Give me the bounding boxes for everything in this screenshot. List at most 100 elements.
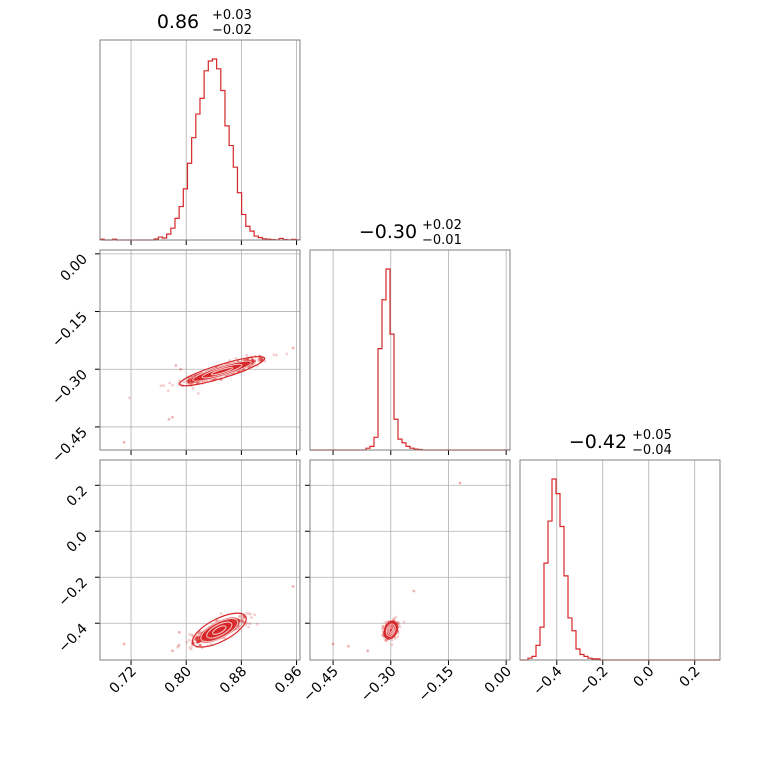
outlier-point <box>412 589 416 593</box>
panel-background <box>310 460 510 660</box>
y-tick-label: −0.30 <box>49 367 91 409</box>
sample-point <box>171 383 174 387</box>
density-core <box>199 617 240 643</box>
sample-point <box>178 379 181 383</box>
sample-point <box>195 637 199 641</box>
sample-point <box>396 631 400 635</box>
title-minus-error: −0.02 <box>212 23 252 38</box>
density-core <box>190 360 255 383</box>
panel-background <box>100 250 300 450</box>
sample-point <box>244 611 248 615</box>
density-contour <box>387 625 395 635</box>
density-contour <box>385 623 396 637</box>
sample-point <box>392 617 396 620</box>
y-tick-label: 0.0 <box>64 529 91 556</box>
sample-point <box>185 640 189 644</box>
density-contour <box>191 612 247 648</box>
sample-point <box>382 624 386 628</box>
histogram-panel-1 <box>309 249 511 455</box>
sample-point <box>240 619 245 623</box>
panel-frame <box>99 39 301 241</box>
title-minus-error: −0.01 <box>422 233 462 248</box>
density-contour <box>178 355 266 387</box>
sample-point <box>234 356 238 360</box>
sample-point <box>238 614 242 618</box>
sample-point <box>236 627 240 631</box>
title-plus-error: +0.03 <box>212 8 252 23</box>
sample-point <box>390 638 394 642</box>
sample-point <box>259 357 263 362</box>
sample-point <box>240 616 244 620</box>
density-contour <box>210 367 234 376</box>
sample-point <box>197 631 201 634</box>
sample-point <box>219 612 223 615</box>
sample-point <box>189 647 193 651</box>
sample-point <box>394 615 398 619</box>
sample-point <box>247 625 251 629</box>
sample-point <box>245 621 249 625</box>
sample-point <box>392 618 395 621</box>
y-tick-label: −0.15 <box>49 309 91 351</box>
panel-frame <box>309 249 511 451</box>
panel-frame <box>309 459 511 661</box>
sample-point <box>396 620 400 624</box>
sample-point <box>255 622 259 626</box>
param-title-2: −0.42 +0.05−0.04 <box>569 428 672 458</box>
outlier-point <box>291 346 295 350</box>
sample-point <box>190 633 194 637</box>
sample-point <box>402 620 406 624</box>
sample-point <box>383 638 387 642</box>
panel-frame <box>519 459 721 661</box>
y-tick-label: 0.2 <box>64 483 91 510</box>
density-contour <box>206 621 233 639</box>
sample-point <box>253 613 257 617</box>
outlier-point <box>366 649 370 653</box>
y-tick-label: −0.4 <box>55 621 90 656</box>
sample-point <box>275 353 278 357</box>
outlier-point <box>171 415 174 419</box>
sample-point <box>381 624 385 628</box>
sample-point <box>272 353 276 357</box>
sample-point <box>390 643 394 646</box>
density-contour <box>201 363 243 379</box>
sample-point <box>384 639 388 643</box>
panel-background <box>100 40 300 240</box>
sample-point <box>188 381 192 385</box>
outlier-point <box>167 417 171 421</box>
sample-point <box>162 384 165 387</box>
outlier-point <box>179 367 183 371</box>
x-tick-label: −0.2 <box>576 664 611 699</box>
outlier-point <box>171 649 174 653</box>
sample-point <box>190 634 194 638</box>
density-contour <box>200 617 239 643</box>
sample-point <box>381 626 385 630</box>
sample-point <box>182 380 186 383</box>
sample-point <box>190 644 194 648</box>
sample-point <box>196 391 200 395</box>
x-tick-label: 0.00 <box>482 664 515 697</box>
sample-point <box>398 625 402 629</box>
sample-point <box>238 623 242 627</box>
outlier-point <box>174 363 178 367</box>
sample-point <box>248 622 252 625</box>
sample-point <box>188 646 192 649</box>
x-tick-label: 0.96 <box>272 663 305 696</box>
x-tick-label: −0.45 <box>300 664 342 706</box>
outlier-point <box>347 644 350 648</box>
x-tick-label: 0.72 <box>107 664 140 697</box>
sample-point <box>383 620 387 624</box>
sample-point <box>394 637 397 640</box>
panel-background <box>310 250 510 450</box>
sample-point <box>237 615 241 619</box>
y-tick-label: 0.00 <box>57 251 90 284</box>
y-tick-label: −0.2 <box>55 575 90 610</box>
density-contour <box>383 620 398 640</box>
title-plus-error: +0.02 <box>422 218 462 233</box>
histogram-panel-0 <box>99 39 301 245</box>
sample-point <box>168 381 172 385</box>
sample-point <box>198 643 202 647</box>
sample-point <box>285 352 289 356</box>
param-title-0: 0.86 +0.03−0.02 <box>157 8 252 38</box>
sample-point <box>177 643 181 647</box>
sample-point <box>396 621 399 624</box>
